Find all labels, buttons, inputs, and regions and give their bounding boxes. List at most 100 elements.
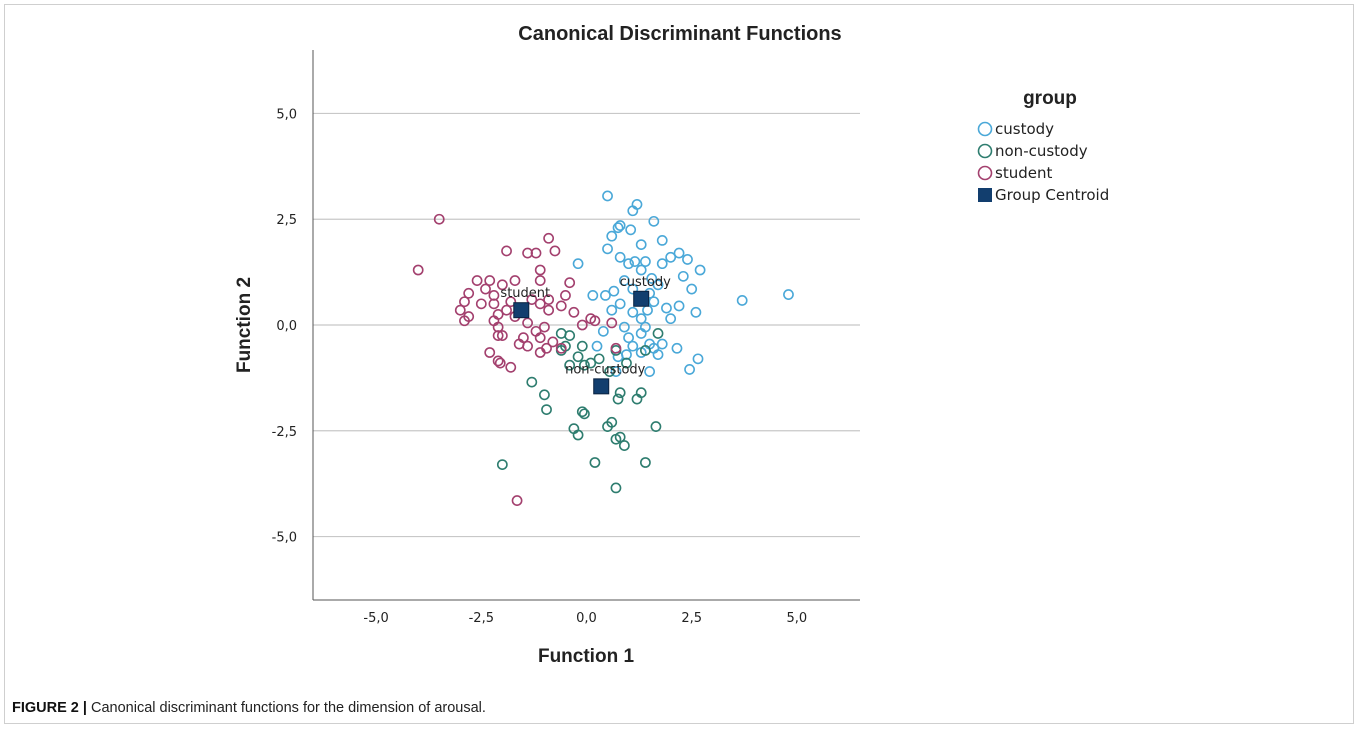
point-student xyxy=(534,264,546,276)
point-non-custody xyxy=(612,393,624,405)
point-student xyxy=(543,304,555,316)
point-custody xyxy=(623,332,634,344)
point-non-custody xyxy=(621,357,632,369)
point-custody xyxy=(627,306,639,318)
point-custody xyxy=(690,306,702,318)
point-student xyxy=(522,317,533,329)
point-non-custody xyxy=(576,406,588,418)
point-non-custody xyxy=(541,404,552,416)
point-student xyxy=(555,300,567,312)
point-custody xyxy=(625,224,637,236)
point-custody xyxy=(606,304,618,316)
point-student xyxy=(505,361,517,373)
point-student xyxy=(511,495,523,506)
y-tick-label: 0,0 xyxy=(276,319,297,334)
y-tick-label: -5,0 xyxy=(272,531,297,546)
point-student xyxy=(412,264,424,276)
point-custody xyxy=(783,289,794,300)
point-custody xyxy=(648,215,660,227)
point-non-custody xyxy=(640,457,651,468)
point-custody xyxy=(627,340,639,352)
x-axis-label: Function 1 xyxy=(538,646,634,667)
point-custody xyxy=(572,258,584,270)
figure-caption: FIGURE 2 | Canonical discriminant functi… xyxy=(12,700,486,716)
centroid-label: non-custody xyxy=(565,362,646,377)
point-custody xyxy=(640,256,651,267)
figure-frame xyxy=(4,4,1354,724)
point-custody xyxy=(602,243,613,255)
point-custody xyxy=(618,275,630,286)
point-student xyxy=(509,275,521,286)
group-centroid xyxy=(633,290,650,307)
point-student xyxy=(522,340,533,352)
point-student xyxy=(475,298,487,310)
point-student xyxy=(555,342,567,354)
point-student xyxy=(568,306,580,318)
point-custody xyxy=(642,304,653,316)
point-custody xyxy=(677,270,689,282)
point-custody xyxy=(673,247,685,259)
point-student xyxy=(534,275,546,286)
point-custody xyxy=(602,190,613,202)
point-custody xyxy=(671,342,683,354)
point-student xyxy=(484,275,496,286)
x-tick-label: -2,5 xyxy=(469,611,494,626)
point-custody xyxy=(614,251,626,263)
point-student xyxy=(494,357,506,369)
point-student xyxy=(564,277,576,289)
point-custody xyxy=(614,298,626,310)
point-custody xyxy=(627,283,639,295)
point-custody xyxy=(656,258,668,270)
x-tick-label: -5,0 xyxy=(363,611,388,626)
point-custody xyxy=(656,234,668,246)
point-non-custody xyxy=(610,433,622,445)
caption-label: FIGURE 2 | xyxy=(12,700,87,716)
point-custody xyxy=(606,230,618,242)
point-student xyxy=(488,298,500,310)
point-custody xyxy=(648,296,660,308)
point-student xyxy=(459,296,470,308)
point-student xyxy=(576,319,588,331)
point-custody xyxy=(661,302,672,314)
point-non-custody xyxy=(604,366,616,377)
legend-marker xyxy=(977,165,993,181)
point-student xyxy=(539,321,550,333)
point-custody xyxy=(646,273,658,284)
point-non-custody xyxy=(585,357,597,369)
legend-marker xyxy=(977,143,993,159)
point-student xyxy=(492,355,504,367)
point-custody xyxy=(665,313,677,325)
point-non-custody xyxy=(496,459,508,471)
point-non-custody xyxy=(652,328,664,339)
point-student xyxy=(496,279,508,291)
point-student xyxy=(471,275,483,286)
point-custody xyxy=(635,239,647,251)
caption-text: Canonical discriminant functions for the… xyxy=(86,700,486,716)
x-tick-label: 5,0 xyxy=(787,611,808,626)
point-custody xyxy=(629,256,641,267)
point-student xyxy=(459,315,470,327)
point-custody xyxy=(587,289,599,301)
centroid-label: student xyxy=(500,286,550,301)
point-custody xyxy=(684,364,695,375)
point-student xyxy=(433,213,445,225)
point-non-custody xyxy=(602,421,613,432)
point-non-custody xyxy=(539,389,550,401)
point-custody xyxy=(635,328,647,339)
point-student xyxy=(606,317,618,329)
point-custody xyxy=(627,205,639,217)
data-points: student custody non-custody xyxy=(412,190,794,506)
legend-marker xyxy=(978,188,992,202)
point-non-custody xyxy=(578,359,590,371)
point-student xyxy=(501,245,512,257)
legend-label: custody xyxy=(995,120,1054,138)
point-custody xyxy=(600,289,611,301)
point-non-custody xyxy=(572,429,584,441)
point-non-custody xyxy=(526,376,538,388)
point-student xyxy=(610,342,622,354)
point-student xyxy=(501,304,512,316)
point-student xyxy=(480,283,491,295)
point-custody xyxy=(665,251,677,263)
point-custody xyxy=(597,325,609,337)
group-centroid xyxy=(593,378,610,395)
